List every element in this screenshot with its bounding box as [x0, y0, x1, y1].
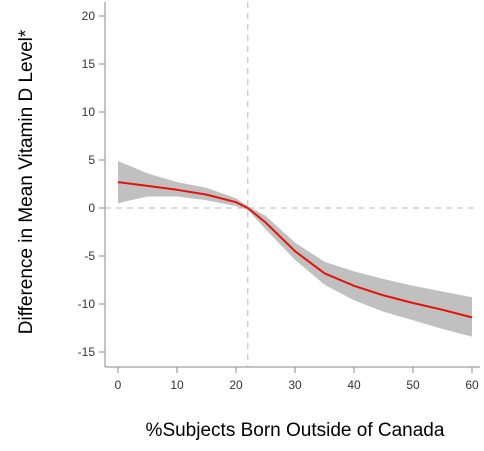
y-tick-label: 10: [82, 105, 96, 119]
y-tick-label: 5: [88, 153, 95, 167]
y-tick-label: -15: [78, 345, 96, 359]
x-tick-label: 0: [115, 378, 122, 392]
x-tick-label: 60: [465, 378, 479, 392]
series-line-layer: [117, 181, 473, 319]
y-tick-label: 0: [88, 201, 95, 215]
x-tick-label: 30: [288, 378, 302, 392]
reference-lines: [105, 2, 476, 367]
x-tick-label: 20: [229, 378, 243, 392]
y-tick-label: 20: [82, 9, 96, 23]
x-tick-label: 10: [170, 378, 184, 392]
x-tick-label: 50: [406, 378, 420, 392]
y-tick-label: -10: [78, 297, 96, 311]
tick-labels: -15 -10 -5 0 5 10 15 20 0 10 20 30 40 50 60: [78, 9, 479, 392]
estimate-line: [117, 181, 473, 319]
x-tick-label: 40: [347, 378, 361, 392]
confidence-band: [118, 161, 472, 337]
confidence-band-layer: [118, 161, 472, 337]
axes: [99, 2, 480, 373]
x-axis-title: %Subjects Born Outside of Canada: [146, 420, 445, 441]
y-tick-label: 15: [82, 57, 96, 71]
y-tick-label: -5: [84, 249, 95, 263]
y-axis-title: Difference in Mean Vitamin D Level*: [16, 29, 37, 334]
